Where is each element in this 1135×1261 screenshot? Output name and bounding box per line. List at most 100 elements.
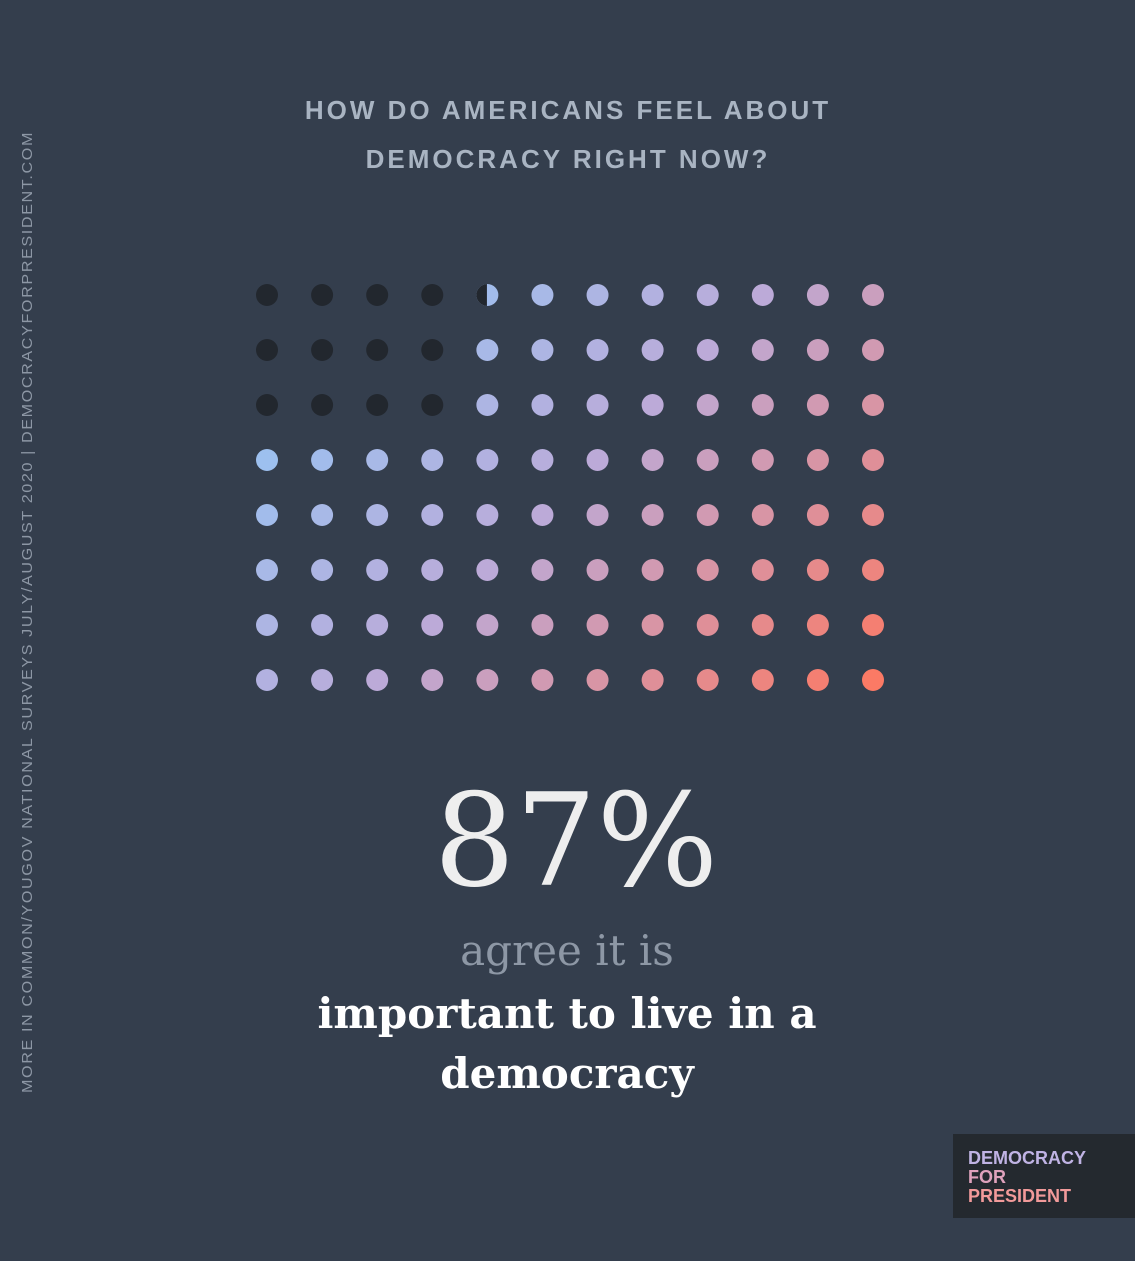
- dot: [751, 614, 774, 636]
- title-line: DEMOCRACY RIGHT NOW?: [366, 144, 771, 174]
- dot: [862, 559, 884, 581]
- dot: [531, 394, 554, 416]
- dot: [256, 614, 278, 636]
- dot: [862, 394, 884, 416]
- dot: [806, 614, 829, 636]
- empty-dot: [256, 339, 278, 361]
- dot: [862, 669, 884, 691]
- caption-line: important to live in a: [317, 989, 816, 1038]
- dot: [256, 504, 278, 526]
- dot: [366, 449, 389, 471]
- dot: [256, 669, 278, 691]
- dot: [696, 504, 719, 526]
- dot: [751, 394, 774, 416]
- empty-dot: [421, 339, 444, 361]
- empty-dot: [366, 339, 389, 361]
- dot: [862, 504, 884, 526]
- dot: [476, 614, 499, 636]
- dot: [366, 669, 389, 691]
- dot: [531, 669, 554, 691]
- dot: [476, 394, 499, 416]
- caption-line: democracy: [440, 1049, 695, 1098]
- dot: [806, 284, 829, 306]
- dot: [531, 559, 554, 581]
- dot: [256, 559, 278, 581]
- dot: [862, 284, 884, 306]
- logo-line: FOR: [968, 1167, 1006, 1187]
- dot: [806, 669, 829, 691]
- dot: [366, 559, 389, 581]
- dot: [421, 669, 444, 691]
- dot: [311, 614, 334, 636]
- dot: [311, 669, 334, 691]
- dot: [476, 504, 499, 526]
- dot: [586, 669, 609, 691]
- dot: [476, 669, 499, 691]
- dot: [531, 339, 554, 361]
- dot: [476, 559, 499, 581]
- dot: [696, 449, 719, 471]
- dot: [641, 559, 664, 581]
- dot: [696, 394, 719, 416]
- dot: [586, 614, 609, 636]
- dot: [751, 504, 774, 526]
- dot: [751, 449, 774, 471]
- empty-dot: [256, 284, 278, 306]
- dot: [641, 449, 664, 471]
- dot: [586, 339, 609, 361]
- dot: [586, 504, 609, 526]
- dot: [421, 559, 444, 581]
- dot: [806, 339, 829, 361]
- dot: [862, 339, 884, 361]
- dot: [751, 284, 774, 306]
- dot: [421, 504, 444, 526]
- dot: [531, 284, 554, 306]
- dot: [806, 559, 829, 581]
- empty-dot: [311, 394, 334, 416]
- dot: [586, 284, 609, 306]
- dot: [421, 614, 444, 636]
- dot: [311, 504, 334, 526]
- empty-dot: [366, 394, 389, 416]
- source-note: MORE IN COMMON/YOUGOV NATIONAL SURVEYS J…: [19, 131, 36, 1093]
- empty-dot: [421, 394, 444, 416]
- dot: [256, 449, 278, 471]
- empty-dot: [421, 284, 444, 306]
- empty-dot: [311, 339, 334, 361]
- title-line: HOW DO AMERICANS FEEL ABOUT: [305, 95, 831, 125]
- dot: [751, 669, 774, 691]
- dot: [862, 449, 884, 471]
- empty-dot: [311, 284, 334, 306]
- logo-line: PRESIDENT: [968, 1186, 1071, 1206]
- dot: [751, 339, 774, 361]
- empty-dot: [366, 284, 389, 306]
- dot: [476, 339, 499, 361]
- dot: [641, 339, 664, 361]
- dot: [586, 449, 609, 471]
- empty-dot: [476, 284, 487, 306]
- dot: [641, 614, 664, 636]
- dot: [366, 614, 389, 636]
- dot: [641, 504, 664, 526]
- empty-dot: [256, 394, 278, 416]
- caption-lead: agree it is: [460, 926, 674, 975]
- waffle: [256, 284, 884, 691]
- dot: [696, 614, 719, 636]
- dot: [531, 449, 554, 471]
- dot: [641, 394, 664, 416]
- big-value: 87%: [434, 767, 719, 916]
- logo-line: DEMOCRACY: [968, 1148, 1086, 1168]
- dot: [586, 394, 609, 416]
- dot: [641, 284, 664, 306]
- dot: [696, 559, 719, 581]
- dot: [696, 284, 719, 306]
- dot: [641, 669, 664, 691]
- dot: [311, 449, 334, 471]
- dot: [806, 394, 829, 416]
- dot: [366, 504, 389, 526]
- dot: [311, 559, 334, 581]
- dot: [696, 339, 719, 361]
- dot: [806, 449, 829, 471]
